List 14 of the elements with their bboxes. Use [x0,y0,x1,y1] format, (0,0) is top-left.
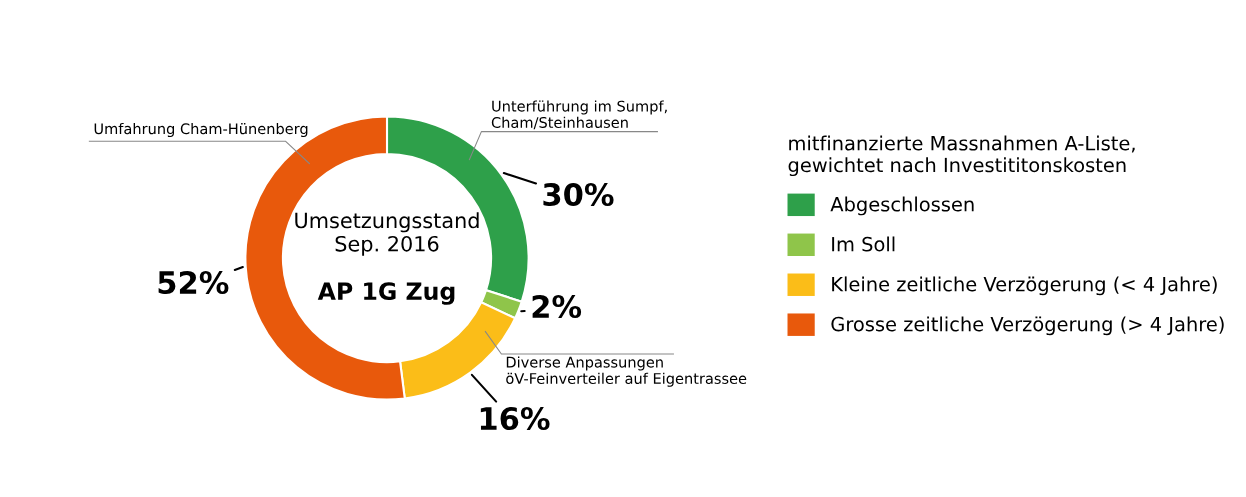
text: Diverse Anpassungen öV-Feinverteiler auf Eigentrassee [506,356,747,387]
legend-label: Kleine zeitliche Verzögerung (< 4 Jahre) [832,276,1217,296]
text: Unterführung im Sumpf, Cham/Steinhausen [491,100,667,130]
data-label: 16% [480,406,550,431]
text: Umsetzungsstand Sep. 2016 [295,212,479,256]
data-label: 30% [543,182,614,207]
data-label: 52% [158,270,229,295]
legend-label: Abgeschlossen [830,196,974,216]
legend-label: Im Soll [832,236,895,252]
text: Umfahrung Cham-Hünenberg [94,122,308,138]
text: AP 1G Zug [317,282,455,305]
legend-title: mitfinanzierte Massnahmen A-Liste, gewichtet nach Investititonskosten [788,135,1135,177]
legend-label: Grosse zeitliche Verzögerung (> 4 Jahre) [831,316,1224,336]
data-label: 2% [532,294,582,319]
